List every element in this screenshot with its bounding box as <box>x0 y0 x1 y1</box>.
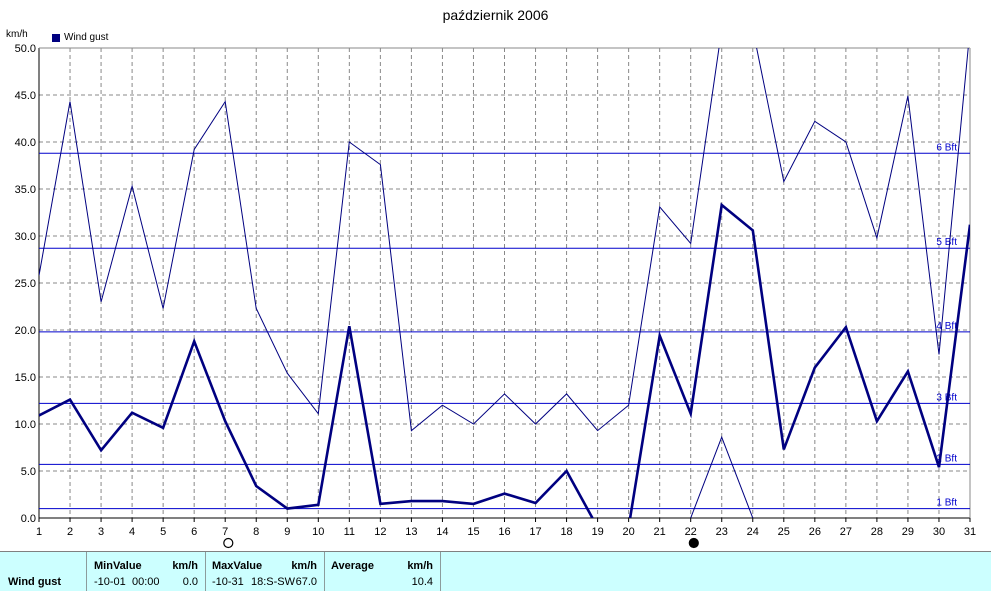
reference-label: 5 Bft <box>936 237 957 248</box>
max-detail: 18:S-SW <box>251 576 296 588</box>
y-tick-label: 30.0 <box>15 231 36 243</box>
stats-row-label: Wind gust <box>8 576 62 588</box>
y-tick-label: 50.0 <box>15 43 36 55</box>
full-moon-icon <box>223 537 234 549</box>
x-tick-label: 11 <box>344 526 355 538</box>
max-unit: km/h <box>291 560 317 572</box>
chart-plot: 0.0 5.0 10.0 15.0 20.0 25.0 30.0 35.0 40.0 45.0 50… <box>15 43 976 549</box>
max-date: -10-31 <box>212 576 244 588</box>
stats-panel: Wind gust MinValue km/h -10-01 00:00 0.0… <box>0 551 991 591</box>
x-tick-label: 8 <box>253 526 259 538</box>
reference-label: 2 Bft <box>936 453 957 464</box>
x-tick-label: 19 <box>591 526 603 538</box>
x-tick-label: 2 <box>67 526 73 538</box>
x-tick-label: 16 <box>498 526 510 538</box>
x-tick-label: 29 <box>902 526 914 538</box>
legend-swatch <box>52 33 60 42</box>
legend-label: Wind gust <box>64 32 109 43</box>
x-tick-label: 21 <box>654 526 666 538</box>
x-tick-label: 23 <box>716 526 728 538</box>
min-header: MinValue <box>94 560 142 572</box>
stats-label-cell: Wind gust <box>0 552 87 591</box>
y-tick-label: 5.0 <box>21 466 36 478</box>
legend: Wind gust <box>52 32 108 43</box>
reference-label: 1 Bft <box>936 498 957 509</box>
y-axis-unit: km/h <box>6 29 28 40</box>
y-tick-label: 35.0 <box>15 184 36 196</box>
x-tick-label: 30 <box>933 526 945 538</box>
x-tick-label: 22 <box>685 526 697 538</box>
y-tick-label: 20.0 <box>15 325 36 337</box>
reference-label: 6 Bft <box>936 142 957 153</box>
x-tick-label: 1 <box>36 526 42 538</box>
y-tick-label: 15.0 <box>15 372 36 384</box>
min-date: -10-01 <box>94 576 126 588</box>
x-tick-label: 28 <box>871 526 883 538</box>
min-unit: km/h <box>172 560 198 572</box>
y-tick-label: 10.0 <box>15 419 36 431</box>
x-tick-label: 6 <box>191 526 197 538</box>
y-tick-label: 40.0 <box>15 137 36 149</box>
average-header: Average <box>331 560 375 572</box>
y-tick-label: 25.0 <box>15 278 36 290</box>
x-tick-label: 17 <box>529 526 541 538</box>
x-tick-label: 14 <box>436 526 448 538</box>
x-tick-label: 18 <box>560 526 572 538</box>
average-unit: km/h <box>407 560 433 572</box>
x-tick-label: 12 <box>374 526 386 538</box>
max-header: MaxValue <box>212 560 263 572</box>
x-tick-label: 25 <box>778 526 790 538</box>
series-line-secondary <box>690 435 754 518</box>
x-tick-label: 15 <box>467 526 479 538</box>
empty-cell <box>441 552 991 591</box>
min-cell: MinValue km/h -10-01 00:00 0.0 <box>87 552 206 591</box>
y-tick-label: 0.0 <box>21 513 36 525</box>
y-tick-label: 45.0 <box>15 90 36 102</box>
x-tick-label: 7 <box>222 526 228 538</box>
max-value: 67.0 <box>295 576 317 588</box>
x-tick-label: 26 <box>809 526 821 538</box>
max-cell: MaxValue km/h -10-31 18:S-SW 67.0 <box>206 552 325 591</box>
x-tick-label: 13 <box>405 526 417 538</box>
x-tick-label: 4 <box>129 526 135 538</box>
x-tick-label: 27 <box>840 526 852 538</box>
min-time: 00:00 <box>132 576 160 588</box>
series-line-wind-gust <box>39 202 970 518</box>
x-tick-label: 9 <box>284 526 290 538</box>
new-moon-icon <box>688 537 699 549</box>
average-cell: Average km/h 10.4 <box>325 552 441 591</box>
chart-title: październik 2006 <box>442 7 549 23</box>
series-line-secondary <box>39 48 969 432</box>
x-tick-label: 10 <box>312 526 324 538</box>
x-tick-label: 24 <box>747 526 759 538</box>
min-value: 0.0 <box>182 576 198 588</box>
x-tick-label: 3 <box>98 526 104 538</box>
x-tick-label: 20 <box>623 526 635 538</box>
average-value: 10.4 <box>411 576 433 588</box>
reference-label: 4 Bft <box>936 321 957 332</box>
x-tick-label: 5 <box>160 526 166 538</box>
x-tick-label: 31 <box>964 526 976 538</box>
